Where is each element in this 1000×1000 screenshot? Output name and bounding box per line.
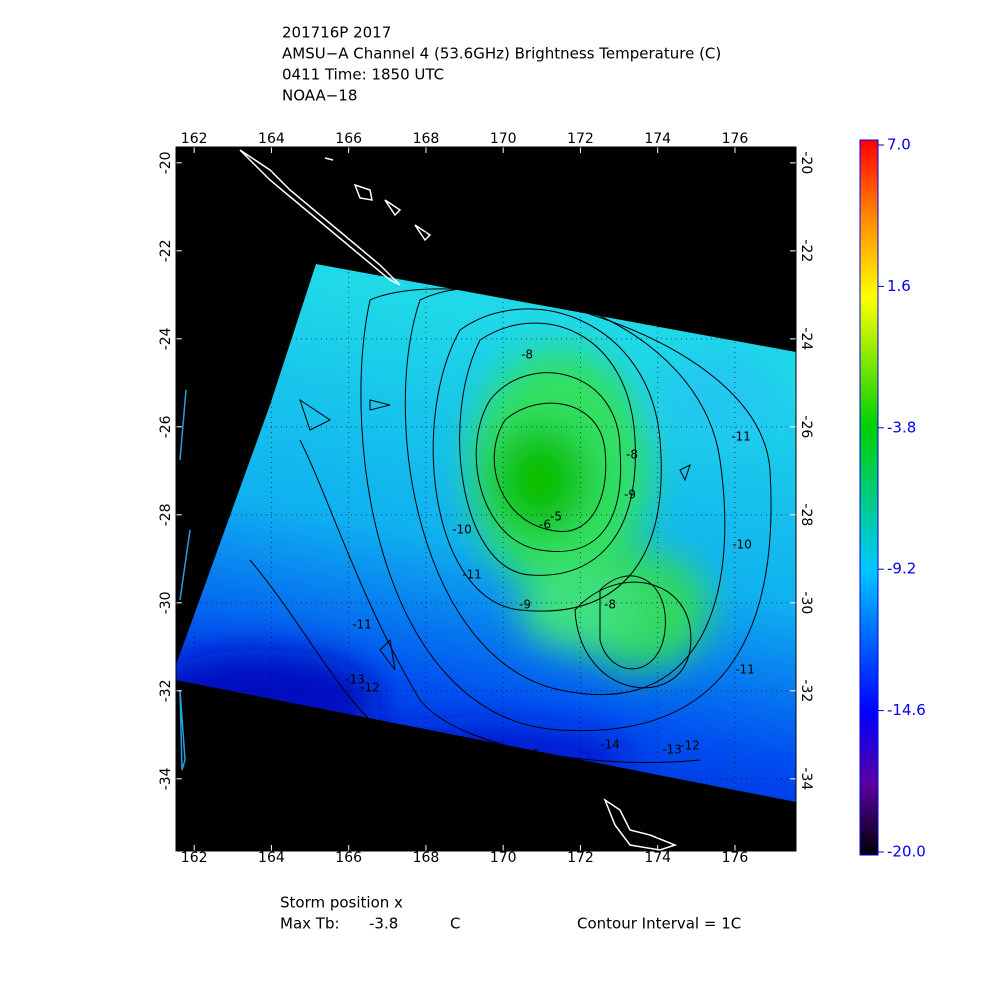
lat-tick-label: -22 xyxy=(798,239,814,262)
colorbar-tick-label: -3.8 xyxy=(887,418,916,436)
field xyxy=(176,350,780,790)
lat-tick-label: -32 xyxy=(798,679,814,702)
max-tb-value: -3.8 xyxy=(369,915,398,933)
contour-label: -10 xyxy=(452,523,472,537)
contour-label: -9 xyxy=(624,488,636,502)
lat-tick-label: -34 xyxy=(158,767,174,790)
lat-tick-label: -28 xyxy=(798,503,814,526)
colorbar-tick-label: -9.2 xyxy=(887,560,916,578)
storm-position: Storm position x xyxy=(280,894,403,912)
lat-tick-label: -30 xyxy=(798,591,814,614)
colorbar xyxy=(859,139,879,856)
lon-tick-label: 162 xyxy=(181,850,208,866)
title-line: AMSU−A Channel 4 (53.6GHz) Brightness Te… xyxy=(282,45,721,63)
contour-label: -9 xyxy=(519,598,531,612)
lon-tick-label: 176 xyxy=(722,131,749,147)
lat-tick-label: -24 xyxy=(158,327,174,350)
contour-label: -11 xyxy=(735,663,755,677)
contour-label: -8 xyxy=(521,348,533,362)
contour-label: -10 xyxy=(732,538,752,552)
contour-label: -14 xyxy=(600,738,620,752)
contour-label: -13 xyxy=(662,743,682,757)
contour-label: -6 xyxy=(539,518,551,532)
lon-tick-label: 164 xyxy=(258,131,285,147)
colorbar-tick-label: 7.0 xyxy=(887,136,911,154)
contour-label: -11 xyxy=(352,618,372,632)
lon-tick-label: 174 xyxy=(644,850,671,866)
lon-tick-label: 164 xyxy=(258,850,285,866)
contour-label: -12 xyxy=(360,681,380,695)
lon-tick-label: 168 xyxy=(413,850,440,866)
contour-label: -13 xyxy=(345,673,365,687)
lat-tick-label: -30 xyxy=(158,591,174,614)
map-frame xyxy=(175,146,797,852)
colorbar-tick-label: 1.6 xyxy=(887,277,911,295)
contour-label: -8 xyxy=(626,448,638,462)
contour-label: -11 xyxy=(731,430,751,444)
lon-tick-label: 168 xyxy=(413,131,440,147)
contour-label: -15 xyxy=(520,748,540,762)
lat-tick-label: -34 xyxy=(798,767,814,790)
lat-tick-label: -24 xyxy=(798,327,814,350)
lon-tick-label: 170 xyxy=(490,850,517,866)
lon-tick-label: 166 xyxy=(335,850,362,866)
lon-tick-label: 174 xyxy=(644,131,671,147)
contour-label: -5 xyxy=(550,510,562,524)
max-tb-unit: C xyxy=(450,915,460,933)
lon-tick-label: 176 xyxy=(722,850,749,866)
colorbar-tick-label: -14.6 xyxy=(887,701,926,719)
lat-tick-label: -26 xyxy=(158,415,174,438)
coastline xyxy=(179,149,678,851)
title-line: 0411 Time: 1850 UTC xyxy=(282,66,444,84)
lat-tick-label: -22 xyxy=(158,239,174,262)
max-tb-label: Max Tb: xyxy=(280,915,340,933)
contour-label: -12 xyxy=(680,739,700,753)
lon-tick-label: 170 xyxy=(490,131,517,147)
lat-tick-label: -20 xyxy=(798,151,814,174)
lat-tick-label: -26 xyxy=(798,415,814,438)
title-line: NOAA−18 xyxy=(282,87,357,105)
contour-label: -8 xyxy=(604,598,616,612)
lon-tick-label: 172 xyxy=(567,131,594,147)
contour-label: -11 xyxy=(462,568,482,582)
lat-tick-label: -32 xyxy=(158,679,174,702)
lon-tick-label: 166 xyxy=(335,131,362,147)
colorbar-tick-label: -20.0 xyxy=(887,843,926,861)
contour-labels: -8-8-9-5-6-10-11-9 -8-11-10-11-11-13-12-1… xyxy=(345,348,755,762)
lon-tick-label: 162 xyxy=(181,131,208,147)
contour-interval: Contour Interval = 1C xyxy=(577,915,741,933)
map: -8-8-9-5-6-10-11-9 -8-11-10-11-11-13-12-1… xyxy=(175,146,797,852)
lat-tick-label: -20 xyxy=(158,151,174,174)
title-line: 201716P 2017 xyxy=(282,24,391,42)
lat-tick-label: -28 xyxy=(158,503,174,526)
lon-tick-label: 172 xyxy=(567,850,594,866)
grid xyxy=(176,147,796,851)
